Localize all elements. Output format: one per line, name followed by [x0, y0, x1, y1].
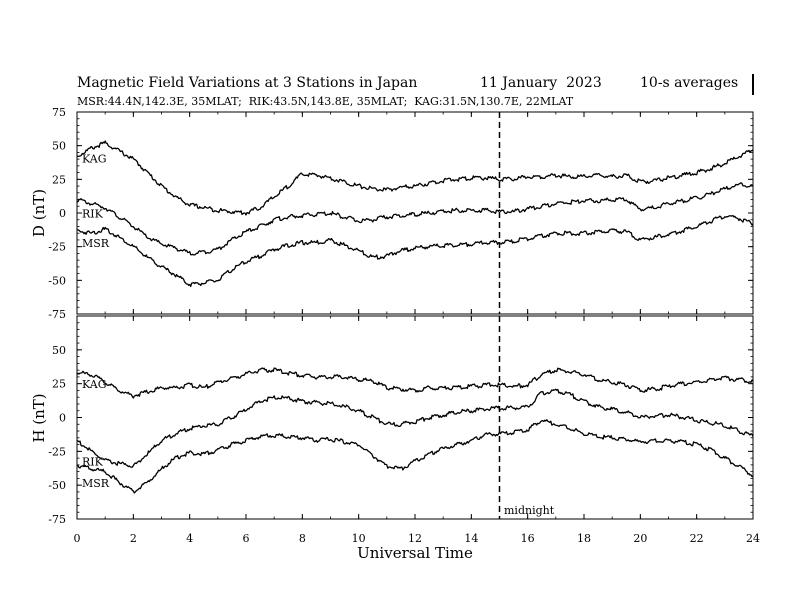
- series-line-msr-panel2: [76, 419, 754, 494]
- x-axis-label: Universal Time: [357, 544, 473, 562]
- x-tick-label: 18: [577, 532, 591, 545]
- chart-title: Magnetic Field Variations at 3 Stations …: [77, 75, 417, 91]
- x-tick-label: 10: [352, 532, 366, 545]
- y-axis-label-h: H (nT): [30, 393, 48, 442]
- series-label-msr: MSR: [82, 237, 110, 250]
- series-label-kag: KAG: [82, 378, 107, 391]
- series-line-rik-panel2: [76, 388, 754, 468]
- chart-subtitle: MSR:44.4N,142.3E, 35MLAT; RIK:43.5N,143.…: [77, 95, 574, 108]
- midnight-label: midnight: [504, 504, 555, 517]
- y-tick-label: 75: [52, 106, 66, 119]
- series-label-msr: MSR: [82, 477, 110, 490]
- y-tick-label: 50: [52, 344, 66, 357]
- x-tick-label: 24: [746, 532, 760, 545]
- x-tick-label: 16: [521, 532, 535, 545]
- y-tick-label: -50: [48, 479, 66, 492]
- x-tick-label: 4: [186, 532, 193, 545]
- y-axis-label-d: D (nT): [30, 189, 48, 237]
- y-tick-label: 25: [52, 378, 66, 391]
- x-tick-label: 2: [130, 532, 137, 545]
- series-line-kag-panel2: [76, 367, 754, 399]
- x-tick-label: 12: [408, 532, 422, 545]
- x-tick-label: 6: [243, 532, 250, 545]
- series-label-rik: RIK: [82, 208, 104, 221]
- series-line-kag-panel1: [76, 140, 754, 216]
- x-tick-label: 8: [299, 532, 306, 545]
- y-tick-label: -50: [48, 274, 66, 287]
- y-tick-label: 0: [59, 207, 66, 220]
- y-tick-label: -75: [48, 513, 66, 526]
- y-tick-label: 50: [52, 140, 66, 153]
- series-line-msr-panel1: [76, 214, 754, 288]
- series-line-rik-panel1: [76, 182, 754, 256]
- panel-d-frame: [76, 111, 754, 315]
- series-label-kag: KAG: [82, 152, 107, 165]
- x-tick-label: 0: [74, 532, 81, 545]
- x-tick-label: 14: [464, 532, 478, 545]
- y-tick-label: -75: [48, 308, 66, 321]
- y-tick-label: 25: [52, 173, 66, 186]
- x-tick-label: 20: [633, 532, 647, 545]
- y-tick-label: -25: [48, 241, 66, 254]
- y-tick-label: -25: [48, 445, 66, 458]
- chart-averaging: 10-s averages: [640, 75, 738, 91]
- chart-date: 11 January 2023: [480, 75, 602, 91]
- y-tick-label: 0: [59, 412, 66, 425]
- x-tick-label: 22: [690, 532, 704, 545]
- series-label-rik: RIK: [82, 455, 104, 468]
